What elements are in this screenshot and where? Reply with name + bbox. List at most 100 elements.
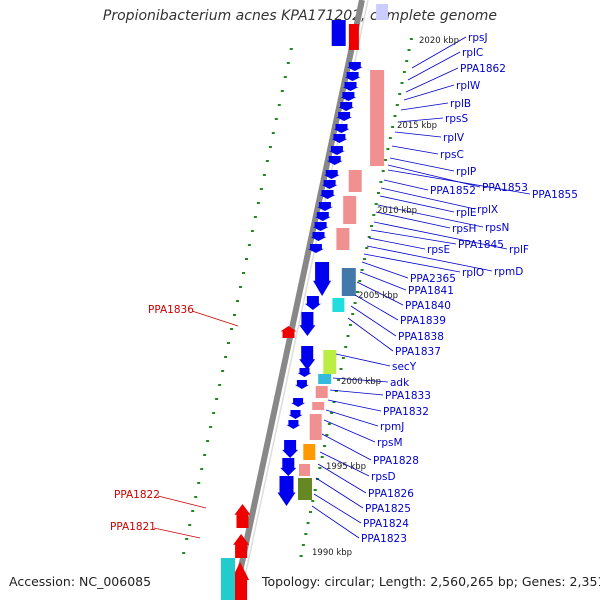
gene-label: rplF <box>509 244 529 256</box>
forward-gene-arrow <box>297 368 312 377</box>
pink-gene-block <box>315 386 328 398</box>
forward-gene-arrow <box>333 124 350 133</box>
scale-tick <box>311 500 315 502</box>
map-title: Propionibacterium acnes KPA171202, compl… <box>102 8 498 24</box>
leader-line <box>313 493 362 524</box>
track-tick <box>233 314 236 316</box>
scale-tick <box>384 159 388 161</box>
scale-tick <box>313 489 317 491</box>
scale-tick <box>320 456 324 458</box>
track-tick <box>274 118 278 120</box>
track-tick <box>209 426 213 428</box>
scale-tick <box>377 192 380 194</box>
forward-gene-arrow <box>319 190 336 199</box>
scale-tick <box>374 203 378 205</box>
leader-line <box>325 409 379 427</box>
forward-gene-arrow <box>326 156 343 165</box>
leader-line <box>368 237 426 250</box>
scale-tick <box>365 247 369 249</box>
reverse-gene-arrow <box>280 326 297 338</box>
gene-block-red <box>348 24 359 50</box>
scale-tick <box>398 93 402 95</box>
leader-line <box>387 169 531 195</box>
track-tick <box>227 342 230 344</box>
track-tick <box>245 258 248 260</box>
gene-label: PPA1832 <box>383 406 429 418</box>
forward-gene-arrow <box>299 346 316 370</box>
scale-tick <box>337 379 341 381</box>
track-tick <box>239 286 242 288</box>
leader-line <box>397 117 444 123</box>
track-tick <box>280 90 284 92</box>
scale-tick <box>341 357 345 359</box>
leader-line <box>315 477 364 509</box>
pink-gene-block <box>343 196 357 224</box>
forward-gene-arrow <box>321 180 338 189</box>
pink-gene-block <box>336 228 350 250</box>
track-tick <box>265 160 269 162</box>
forward-gene-arrow <box>304 296 321 310</box>
reverse-gene-arrow <box>234 504 251 528</box>
track-tick <box>188 524 192 526</box>
leader-line <box>383 179 429 191</box>
track-tick <box>215 398 219 400</box>
track-tick <box>206 440 210 442</box>
leader-line <box>403 84 455 101</box>
leader-line <box>191 310 239 327</box>
track-tick <box>253 216 257 218</box>
forward-gene-arrow <box>280 458 297 476</box>
leader-line <box>329 389 384 396</box>
gene-label: rpsH <box>452 223 476 235</box>
leader-line <box>361 261 409 279</box>
track-tick <box>271 132 275 134</box>
forward-gene-arrow <box>316 202 333 211</box>
scale-tick <box>407 49 411 51</box>
scale-tick <box>372 214 376 216</box>
track-tick <box>283 76 287 78</box>
leader-line <box>157 495 207 509</box>
scale-tick <box>405 60 409 62</box>
gene-label: rpsC <box>440 149 464 161</box>
topology-text: Topology: circular; Length: 2,560,265 bp… <box>262 574 600 589</box>
leader-line <box>323 419 376 443</box>
gene-label: PPA1838 <box>398 331 444 343</box>
forward-gene-arrow <box>291 398 306 407</box>
forward-gene-arrow <box>282 440 299 458</box>
gene-label: rpmJ <box>380 421 404 433</box>
gene-label: rpsN <box>485 222 509 234</box>
track-tick <box>286 62 290 64</box>
gene-label: PPA1823 <box>361 533 407 545</box>
kbp-markers: 2020 kbp 2015 kbp 2010 kbp 2005 kbp 2000 kbp… <box>312 36 459 558</box>
accession-text: Accession: NC_006085 <box>9 574 152 589</box>
gene-block-olive <box>298 478 312 500</box>
kbp-marker-label: 2010 kbp <box>377 206 417 216</box>
scale-tick <box>330 412 334 414</box>
forward-gene-arrow <box>294 380 309 389</box>
scale-tick <box>339 368 343 370</box>
pink-gene-block <box>312 402 325 410</box>
scale-tick <box>306 522 310 524</box>
scale-tick <box>323 445 327 447</box>
gene-label: rpsS <box>445 113 468 125</box>
kbp-marker-label: 2020 kbp <box>419 36 459 46</box>
track-tick <box>203 454 207 456</box>
leader-line <box>400 102 449 111</box>
gene-label: rplB <box>450 98 471 110</box>
scale-tick <box>325 434 329 436</box>
gene-labels: rpsJ rplC PPA1862 rplW rplB rpsS rplV rpsC rplP P… <box>110 32 578 545</box>
reverse-gene-arrow <box>231 562 250 600</box>
leader-line <box>321 433 372 461</box>
gene-label: PPA1824 <box>363 518 409 530</box>
scale-tick <box>309 511 312 513</box>
scale-tick <box>360 269 364 271</box>
scale-tick <box>348 324 352 326</box>
leader-line <box>319 451 370 477</box>
track-tick <box>256 202 260 204</box>
scale-tick <box>299 555 303 557</box>
track-tick <box>242 272 245 274</box>
gene-label: rplC <box>462 47 483 59</box>
forward-gene-arrow <box>336 112 353 121</box>
kbp-marker-label: 2000 kbp <box>341 377 381 387</box>
kbp-marker-label: 1990 kbp <box>312 548 352 558</box>
